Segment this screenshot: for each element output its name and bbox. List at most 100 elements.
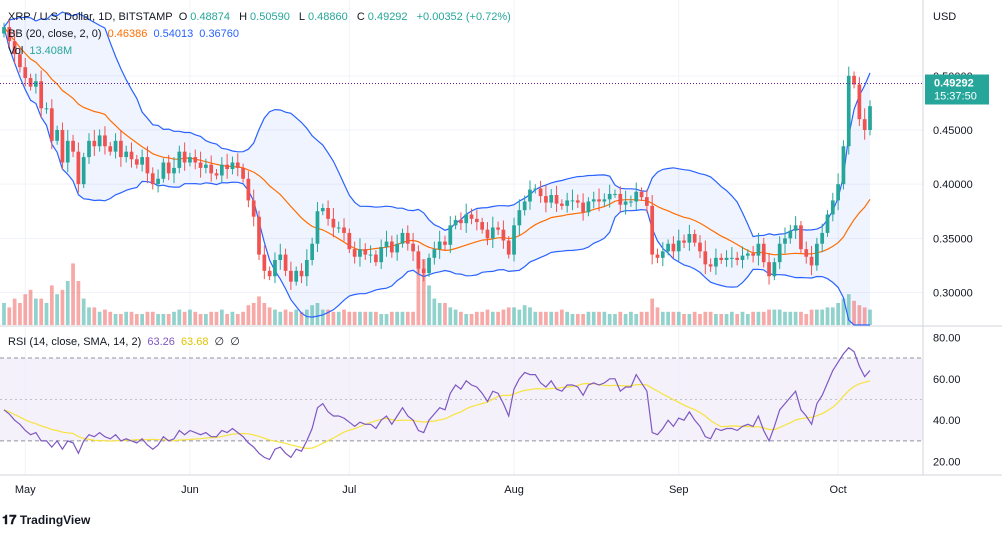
candle-body [23,67,28,78]
volume-bar [506,307,511,325]
candle-body [852,75,856,85]
volume-bar [650,298,655,325]
volume-bar [501,309,506,325]
volume-bar [618,311,623,325]
volume-bar [235,314,240,325]
candle-body [278,254,283,260]
volume-bar [336,311,341,325]
candle-body [490,227,495,239]
volume-bar [708,311,713,325]
volume-bar [2,303,6,325]
candle-body [379,247,384,263]
volume-bar [453,309,458,325]
price-tick-label: 0.40000 [933,179,973,191]
volume-bar [76,281,81,325]
volume-bar [623,314,628,325]
candle-body [830,200,835,215]
time-tick-label: May [15,484,36,496]
candle-body [735,257,740,260]
candle-body [241,167,245,179]
volume-bar [427,285,431,325]
volume-bar [554,311,559,325]
bb-legend[interactable]: BB (20, close, 2, 0) 0.46386 0.54013 0.3… [8,28,242,40]
time-axis[interactable]: May Jun Jul Aug Sep Oct [15,484,847,496]
volume-bar [714,314,718,325]
candle-body [533,188,538,190]
candle-body [294,270,299,282]
candle-body [76,151,81,185]
volume-bar [570,314,575,325]
volume-bar [7,307,12,325]
tradingview-logo[interactable]: 𝟏𝟕 TradingView [2,512,90,528]
volume-bar [411,311,415,325]
candle-body [44,108,49,110]
time-tick-label: Sep [669,484,689,496]
volume-bar [443,303,447,325]
volume-bar [294,309,299,325]
candle-body [145,157,150,174]
candle-body [230,162,235,169]
rsi-extra-1: ∅ [214,336,225,348]
candle-body [7,27,12,42]
candle-body [443,241,447,245]
volume-bar [783,311,787,325]
volume-bar [103,309,107,325]
candle-body [225,164,230,169]
candle-body [432,249,437,258]
volume-bar [745,314,750,325]
candle-body [751,253,755,256]
candle-body [267,270,272,277]
bb-upper-line [3,11,871,238]
candle-body [427,257,431,273]
candle-body [607,193,612,200]
candle-body [198,162,203,168]
candle-body [289,270,293,282]
candle-body [246,178,251,201]
volume-bar [60,289,65,325]
candle-body [262,254,267,271]
candle-body [103,135,107,147]
volume-bar [459,311,463,325]
volume-bar [815,309,819,325]
volume-bar [676,311,681,325]
currency-label: USD [933,11,956,23]
volume-bar [113,314,118,325]
volume-bar [262,303,267,325]
volume-bar [698,314,702,325]
volume-bar [820,309,825,325]
vol-legend[interactable]: Vol 13.408M [8,45,75,57]
volume-bar [772,309,777,325]
volume-bar [363,311,368,325]
volume-bar [310,305,315,325]
volume-bar [342,309,346,325]
volume-bar [730,311,734,325]
volume-bar [575,314,580,325]
candle-body [310,243,315,260]
volume-bar [172,311,176,325]
volume-bar [421,259,426,325]
candle-body [55,130,59,141]
candle-body [326,208,330,219]
rsi-axis[interactable]: 80.00 60.00 40.00 20.00 [933,332,961,468]
last-price-tag: 0.49292 15:37:50 [925,74,989,105]
candle-body [639,191,644,198]
volume-bar [565,311,570,325]
volume-bar [809,309,814,325]
volume-bar [496,311,500,325]
rsi-sma-line [3,380,871,450]
volume-bar [12,298,17,325]
candle-body [793,225,798,231]
volume-bar [448,307,453,325]
candle-body [660,251,665,258]
candle-body [788,230,793,239]
open-value: 0.48874 [190,11,231,23]
volume-bar [522,305,527,325]
volume-bar [177,309,182,325]
bb-band-fill [4,12,870,325]
volume-bar [660,311,665,325]
volume-bar [81,298,86,325]
candle-body [448,225,453,245]
rsi-legend[interactable]: RSI (14, close, SMA, 14, 2) 63.26 63.68 … [8,335,243,348]
